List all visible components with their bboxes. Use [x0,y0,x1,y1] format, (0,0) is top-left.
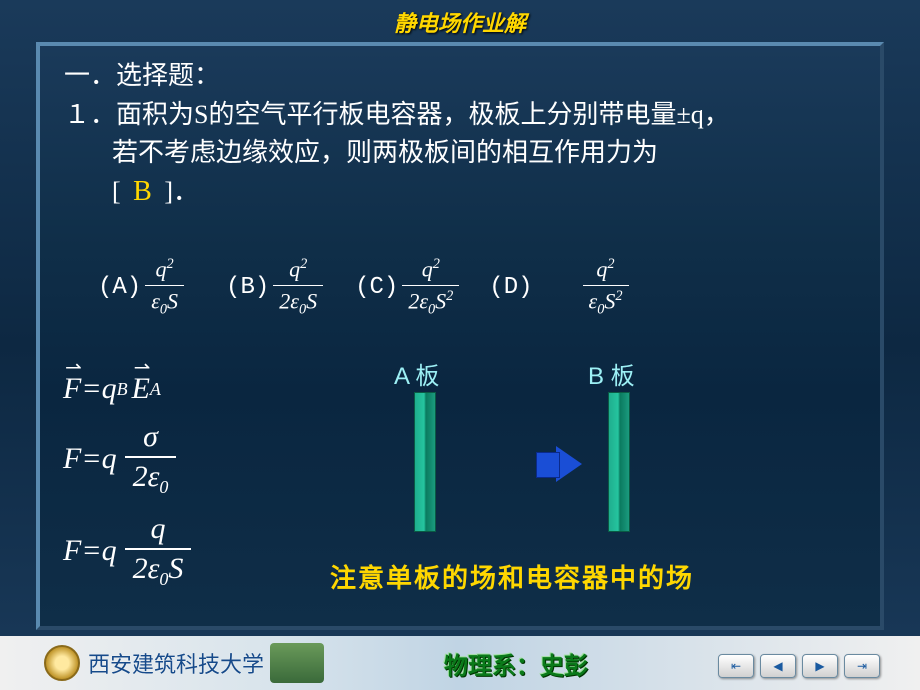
eq2-de: ε [148,460,160,493]
option-d-frac: q2 ε0S2 [583,256,629,318]
opt-a-S: S [167,288,178,313]
opt-c-Ssup: 2 [446,288,453,304]
eq3-q: q [102,534,117,568]
nav-first-button[interactable]: ⇤ [718,654,754,678]
eq2-dsub: 0 [159,477,168,497]
slide-title: 静电场作业解 [0,0,920,40]
eq1: F = qB EA [63,372,191,406]
opt-a-eps: ε [151,288,160,313]
opt-c-S: S [435,288,446,313]
eq2-q: q [102,442,117,476]
university-logo-icon [44,645,80,681]
problem-text: １．面积为S的空气平行板电容器，极板上分别带电量±q， 若不考虑边缘效应，则两极… [64,96,856,212]
equations: F = qB EA F = q σ 2ε0 F = q q [63,372,191,604]
options-row: (A) q2 ε0S (B) q2 2ε0S (C) q2 2ε0S2 (D) … [64,256,856,318]
eq3-dS: S [168,552,183,585]
option-d-label: (D) [489,274,532,301]
option-c-frac: q2 2ε0S2 [402,256,459,318]
content-frame: 一．选择题： １．面积为S的空气平行板电容器，极板上分别带电量±q， 若不考虑边… [36,42,884,630]
plate-b [608,392,630,532]
nav-last-button[interactable]: ⇥ [844,654,880,678]
plate-a-label: A 板 [394,356,439,391]
opt-d-eps: ε [589,288,598,313]
opt-a-num: q [156,257,167,282]
plate-a [414,392,436,532]
eq1-qsub: B [117,379,128,400]
opt-d-Ssup: 2 [615,288,622,304]
bracket-close: ]． [164,177,199,206]
eq1-q: q [102,372,117,406]
bottom-bar: 西安建筑科技大学 物理系：史彭 ⇤ ◀ ▶ ⇥ [0,636,920,690]
opt-c-num: q [422,257,433,282]
section-heading: 一．选择题： [64,58,856,94]
eq2-eq: = [81,442,101,476]
eq3-F: F [63,534,81,568]
nav-prev-button[interactable]: ◀ [760,654,796,678]
nav-next-button[interactable]: ▶ [802,654,838,678]
university-name: 西安建筑科技大学 [88,647,264,679]
opt-c-pre: 2 [408,288,419,313]
eq3: F = q q 2ε0S [63,512,191,590]
opt-c-eps: ε [419,288,428,313]
option-c-label: (C) [355,274,398,301]
opt-d-S: S [604,288,615,313]
opt-c-numsup: 2 [433,256,440,272]
eq2-d2: 2 [133,460,148,493]
eq3-num: q [142,512,173,548]
opt-a-numsup: 2 [167,256,174,272]
opt-b-num: q [289,257,300,282]
opt-a-esub: 0 [160,301,167,317]
option-b-frac: q2 2ε0S [273,256,323,318]
eq2-frac: σ 2ε0 [125,420,177,498]
slide-root: 静电场作业解 一．选择题： １．面积为S的空气平行板电容器，极板上分别带电量±q… [0,0,920,690]
eq3-d2: 2 [133,552,148,585]
eq1-E: E [132,372,150,406]
option-a-label: (A) [98,274,141,301]
opt-b-eps: ε [290,288,299,313]
opt-b-numsup: 2 [300,256,307,272]
campus-photo-icon [270,643,324,683]
eq2-num: σ [135,420,166,456]
eq1-F: F [63,372,81,406]
eq3-eq: = [81,534,101,568]
opt-b-S: S [306,288,317,313]
problem-line1: １．面积为S的空气平行板电容器，极板上分别带电量±q， [64,100,730,129]
hint-note: 注意单板的场和电容器中的场 [330,558,694,595]
eq3-de: ε [148,552,160,585]
answer-bracket: [ B ]． [64,172,856,213]
force-arrow-icon [556,446,582,482]
plate-b-label: B 板 [588,356,635,391]
bracket-open: [ [112,177,121,206]
answer-value: B [127,176,158,207]
opt-d-numsup: 2 [607,256,614,272]
option-b-label: (B) [226,274,269,301]
problem-line2: 若不考虑边缘效应，则两极板间的相互作用力为 [64,134,856,172]
eq3-frac: q 2ε0S [125,512,192,590]
nav-buttons: ⇤ ◀ ▶ ⇥ [718,654,880,678]
option-a-frac: q2 ε0S [145,256,184,318]
eq1-Esub: A [150,379,161,400]
opt-b-pre: 2 [279,288,290,313]
opt-d-num: q [596,257,607,282]
eq1-eq: = [81,372,101,406]
eq2: F = q σ 2ε0 [63,420,191,498]
eq2-F: F [63,442,81,476]
department-author: 物理系：史彭 [444,646,588,681]
